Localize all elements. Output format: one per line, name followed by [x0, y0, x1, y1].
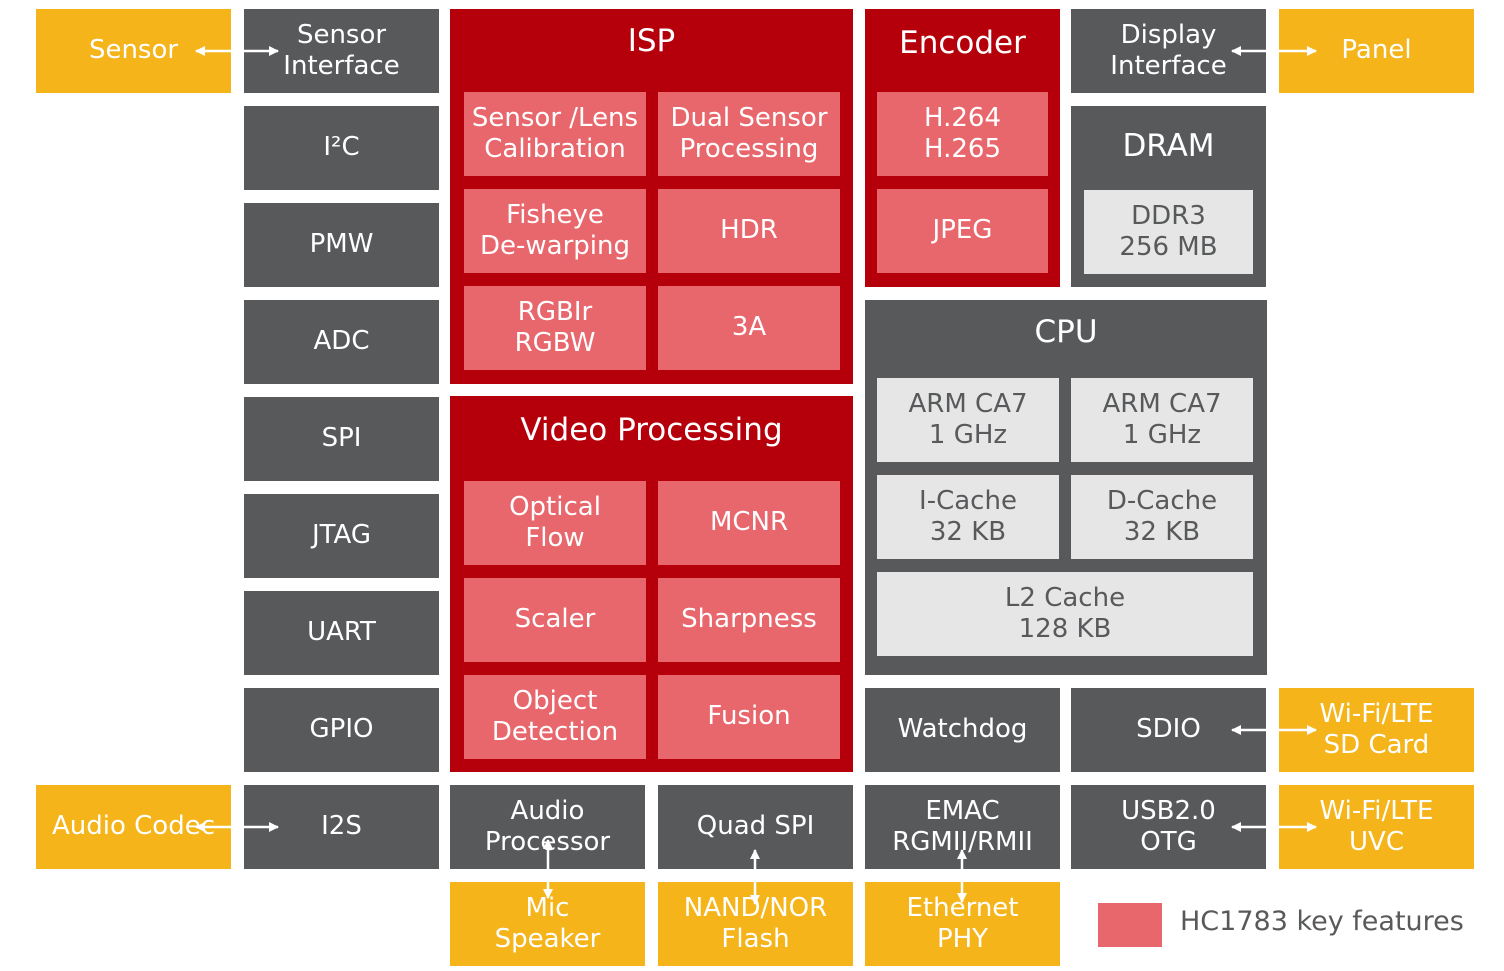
- dram-item: DDR3 256 MB: [1084, 190, 1253, 274]
- audio-processor-block: Audio Processor: [450, 785, 645, 869]
- wifi-uvc-block: Wi-Fi/LTE UVC: [1279, 785, 1474, 869]
- audio-codec-block: Audio Codec: [36, 785, 231, 869]
- video-item: Scaler: [464, 578, 646, 662]
- video-item: MCNR: [658, 481, 840, 565]
- video-item: Object Detection: [464, 675, 646, 759]
- sdio-block: SDIO: [1071, 688, 1266, 772]
- cpu-title: CPU: [1034, 314, 1098, 350]
- emac-block: EMAC RGMII/RMII: [865, 785, 1060, 869]
- gpio-block: GPIO: [244, 688, 439, 772]
- cpu-item: L2 Cache 128 KB: [877, 572, 1253, 656]
- dram-title: DRAM: [1122, 128, 1215, 164]
- encoder-item: JPEG: [877, 189, 1048, 273]
- jtag-block: JTAG: [244, 494, 439, 578]
- cpu-item: ARM CA7 1 GHz: [877, 378, 1059, 462]
- watchdog-block: Watchdog: [865, 688, 1060, 772]
- video-item: Fusion: [658, 675, 840, 759]
- isp-item: Dual Sensor Processing: [658, 92, 840, 176]
- isp-item: RGBIr RGBW: [464, 286, 646, 370]
- video-item: Sharpness: [658, 578, 840, 662]
- video-item: Optical Flow: [464, 481, 646, 565]
- cpu-item: D-Cache 32 KB: [1071, 475, 1253, 559]
- i2c-block: I²C: [244, 106, 439, 190]
- pmw-block: PMW: [244, 203, 439, 287]
- isp-item: 3A: [658, 286, 840, 370]
- spi-block: SPI: [244, 397, 439, 481]
- quad-spi-block: Quad SPI: [658, 785, 853, 869]
- adc-block: ADC: [244, 300, 439, 384]
- sensor-block: Sensor: [36, 9, 231, 93]
- legend-swatch: [1098, 903, 1162, 947]
- uart-block: UART: [244, 591, 439, 675]
- mic-speaker-block: Mic Speaker: [450, 882, 645, 966]
- legend-label: HC1783 key features: [1180, 906, 1464, 937]
- cpu-item: I-Cache 32 KB: [877, 475, 1059, 559]
- encoder-item: H.264 H.265: [877, 92, 1048, 176]
- isp-item: Fisheye De-warping: [464, 189, 646, 273]
- wifi-sd-block: Wi-Fi/LTE SD Card: [1279, 688, 1474, 772]
- encoder-title: Encoder: [899, 25, 1026, 61]
- sensor-interface-block: Sensor Interface: [244, 9, 439, 93]
- panel-block: Panel: [1279, 9, 1474, 93]
- cpu-item: ARM CA7 1 GHz: [1071, 378, 1253, 462]
- isp-item: HDR: [658, 189, 840, 273]
- usb-block: USB2.0 OTG: [1071, 785, 1266, 869]
- display-interface-block: Display Interface: [1071, 9, 1266, 93]
- ethernet-phy-block: Ethernet PHY: [865, 882, 1060, 966]
- nand-nor-block: NAND/NOR Flash: [658, 882, 853, 966]
- isp-item: Sensor /Lens Calibration: [464, 92, 646, 176]
- isp-title: ISP: [627, 23, 676, 59]
- video-processing-title: Video Processing: [520, 412, 783, 448]
- i2s-block: I2S: [244, 785, 439, 869]
